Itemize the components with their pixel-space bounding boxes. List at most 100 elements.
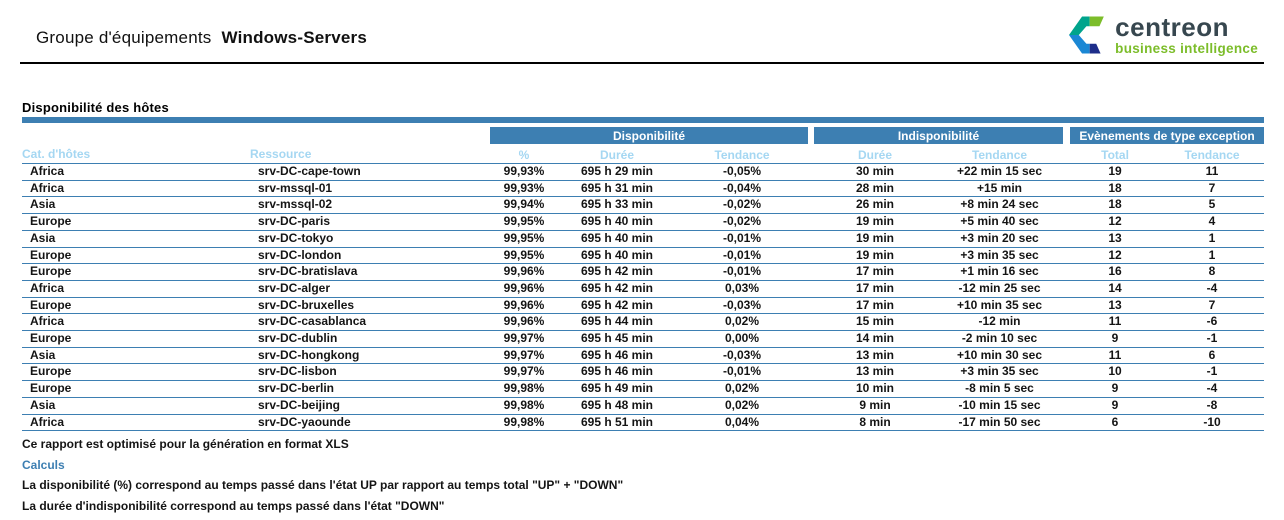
cell: 9 [1070, 330, 1161, 348]
cell: 17 min [814, 297, 936, 315]
cell: -6 [1160, 313, 1265, 332]
column-gap [1063, 414, 1071, 432]
table-row: Africa srv-mssql-01 99,93% 695 h 31 min -0,0… [22, 180, 1265, 198]
note-disponibilite: La disponibilité (%) correspond au temps… [22, 478, 624, 493]
cell: 7 [1160, 297, 1265, 315]
cell: +10 min 30 sec [936, 347, 1064, 365]
cell: 0,02% [676, 380, 808, 398]
cell: -0,03% [676, 347, 808, 365]
cell: -0,03% [676, 297, 808, 315]
column-gap [808, 313, 814, 332]
column-gap [808, 380, 814, 398]
cell: 695 h 46 min [558, 363, 676, 382]
cell: +3 min 35 sec [936, 363, 1064, 382]
cell: -0,01% [676, 263, 808, 281]
cell: 4 [1160, 213, 1265, 231]
cell: Africa [22, 163, 250, 181]
availability-table: Disponibilité Indisponibilité Evènements… [22, 127, 1265, 432]
cell: 14 [1070, 280, 1161, 298]
cell: -10 min 15 sec [936, 397, 1064, 415]
note-calculs-label: Calculs [22, 457, 65, 472]
column-gap [1063, 230, 1071, 248]
column-gap [808, 363, 814, 382]
cell: 18 [1070, 180, 1161, 198]
column-gap [808, 163, 814, 181]
cell: 13 min [814, 363, 936, 382]
cell: 99,95% [490, 247, 558, 265]
group-header-evenements: Evènements de type exception [1070, 127, 1265, 147]
cell: 8 [1160, 263, 1265, 281]
column-gap [1063, 180, 1071, 198]
cell: 19 [1070, 163, 1161, 181]
column-gap [808, 213, 814, 231]
cell: srv-DC-tokyo [250, 230, 490, 248]
cell: Africa [22, 313, 250, 332]
page-title: Groupe d'équipements Windows-Servers [22, 14, 367, 48]
group-gap [1063, 127, 1070, 146]
cell: +3 min 35 sec [936, 247, 1064, 265]
footer-notes: Ce rapport est optimisé pour la générati… [22, 438, 1284, 520]
column-header-ressource: Ressource [250, 145, 490, 164]
page-title-name: Windows-Servers [221, 28, 367, 47]
cell: srv-DC-bruxelles [250, 297, 490, 315]
column-gap [808, 263, 814, 281]
column-gap [808, 247, 814, 265]
cell: +5 min 40 sec [936, 213, 1064, 231]
cell: 99,97% [490, 347, 558, 365]
cell: 7 [1160, 180, 1265, 198]
cell: 0,03% [676, 280, 808, 298]
column-gap [1063, 145, 1071, 164]
cell: 695 h 51 min [558, 414, 676, 432]
cell: 5 [1160, 196, 1265, 215]
cell: 19 min [814, 247, 936, 265]
column-gap [1063, 397, 1071, 415]
cell: 15 min [814, 313, 936, 332]
column-header-tendance: Tendance [676, 145, 808, 164]
column-header-ev-tendance: Tendance [1160, 145, 1265, 164]
cell: 695 h 40 min [558, 213, 676, 231]
cell: srv-DC-cape-town [250, 163, 490, 181]
cell: -4 [1160, 280, 1265, 298]
cell: 695 h 49 min [558, 380, 676, 398]
column-gap [808, 230, 814, 248]
cell: srv-DC-yaounde [250, 414, 490, 432]
section-title-underline [22, 117, 1264, 123]
column-gap [808, 330, 814, 348]
cell: Europe [22, 213, 250, 231]
cell: 1 [1160, 230, 1265, 248]
cell: 695 h 46 min [558, 347, 676, 365]
cell: 99,98% [490, 380, 558, 398]
cell: 99,94% [490, 196, 558, 215]
column-gap [808, 347, 814, 365]
table-row: Africa srv-DC-cape-town 99,93% 695 h 29 min… [22, 163, 1265, 181]
cell: srv-DC-london [250, 247, 490, 265]
cell: 17 min [814, 280, 936, 298]
table-row: Asia srv-mssql-02 99,94% 695 h 33 min -0,02%… [22, 196, 1265, 215]
cell: srv-DC-bratislava [250, 263, 490, 281]
cell: 13 min [814, 347, 936, 365]
cell: srv-DC-beijing [250, 397, 490, 415]
cell: Europe [22, 297, 250, 315]
column-gap [1063, 347, 1071, 365]
cell: -0,01% [676, 247, 808, 265]
cell: 8 min [814, 414, 936, 432]
table-row: Europe srv-DC-paris 99,95% 695 h 40 min -0,0… [22, 213, 1265, 231]
column-header-cat: Cat. d'hôtes [22, 145, 250, 164]
cell: -0,01% [676, 363, 808, 382]
cell: 18 [1070, 196, 1161, 215]
table-row: Asia srv-DC-tokyo 99,95% 695 h 40 min -0,01%… [22, 230, 1265, 248]
table-row: Africa srv-DC-yaounde 99,98% 695 h 51 min 0,… [22, 414, 1265, 432]
column-header-ind-tendance: Tendance [936, 145, 1064, 164]
cell: -1 [1160, 330, 1265, 348]
cell: Europe [22, 247, 250, 265]
cell: 695 h 45 min [558, 330, 676, 348]
cell: 12 [1070, 213, 1161, 231]
table-row: Europe srv-DC-bruxelles 99,96% 695 h 42 min… [22, 297, 1265, 315]
cell: Europe [22, 263, 250, 281]
cell: 9 [1070, 397, 1161, 415]
cell: +22 min 15 sec [936, 163, 1064, 181]
cell: 0,02% [676, 313, 808, 332]
cell: 9 min [814, 397, 936, 415]
cell: 99,95% [490, 230, 558, 248]
cell: Africa [22, 414, 250, 432]
